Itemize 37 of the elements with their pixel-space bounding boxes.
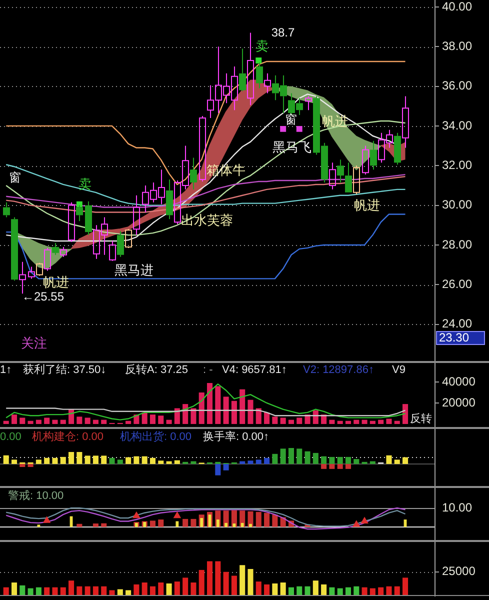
text: 10.00 bbox=[442, 500, 472, 514]
y-tick-label: 28.00 bbox=[442, 237, 472, 252]
text: 反转 bbox=[410, 412, 432, 426]
y-tick-label: 38.00 bbox=[442, 38, 472, 53]
text: 机构建仓: 0.00 bbox=[32, 430, 104, 444]
annotation: 帆进 bbox=[354, 198, 380, 213]
text: 换手率: 0.00↑ bbox=[203, 430, 270, 444]
text: 23.30 bbox=[439, 330, 470, 344]
annotation: 卖 bbox=[78, 176, 92, 192]
y-tick-label: 34.00 bbox=[442, 118, 472, 132]
annotation: V2: 12897.86↑ bbox=[303, 364, 374, 376]
annotation: 帆进 bbox=[43, 274, 69, 290]
annotation: : - bbox=[203, 364, 214, 376]
text: 警戒: 10.00 bbox=[8, 489, 64, 502]
annotation: V4: 9657.81↑ bbox=[222, 364, 287, 376]
y-tick-label: 24.00 bbox=[442, 316, 472, 331]
text: 0.00 bbox=[0, 431, 22, 444]
annotation: 反转A: 37.25 bbox=[125, 363, 188, 376]
y-tick-label: 36.00 bbox=[442, 78, 472, 93]
y-tick-label: 32.00 bbox=[442, 158, 472, 172]
y-tick-label: 40.00 bbox=[442, 0, 472, 14]
y-tick-label: 20000 bbox=[442, 395, 476, 410]
text: 机构出货: 0.00 bbox=[120, 430, 192, 444]
annotation: 获利了结: 37.50↓ bbox=[23, 363, 106, 376]
y-tick-label: 40000 bbox=[442, 374, 476, 388]
annotation: 窗 bbox=[285, 112, 297, 126]
annotation: 黑马进 bbox=[114, 262, 154, 278]
annotation: 卖 bbox=[256, 38, 268, 54]
y-tick-label: 30.00 bbox=[442, 198, 472, 212]
annotation: V9 bbox=[392, 364, 406, 376]
annotation: 关注 bbox=[21, 336, 47, 351]
annotation: 38.7 bbox=[271, 25, 295, 40]
y-tick-label: 25000 bbox=[442, 564, 476, 578]
y-tick-label: 26.00 bbox=[442, 276, 472, 291]
annotation: 1↑ bbox=[0, 364, 12, 376]
annotation: ←25.55 bbox=[22, 289, 64, 304]
annotation: 窗 bbox=[9, 170, 21, 184]
